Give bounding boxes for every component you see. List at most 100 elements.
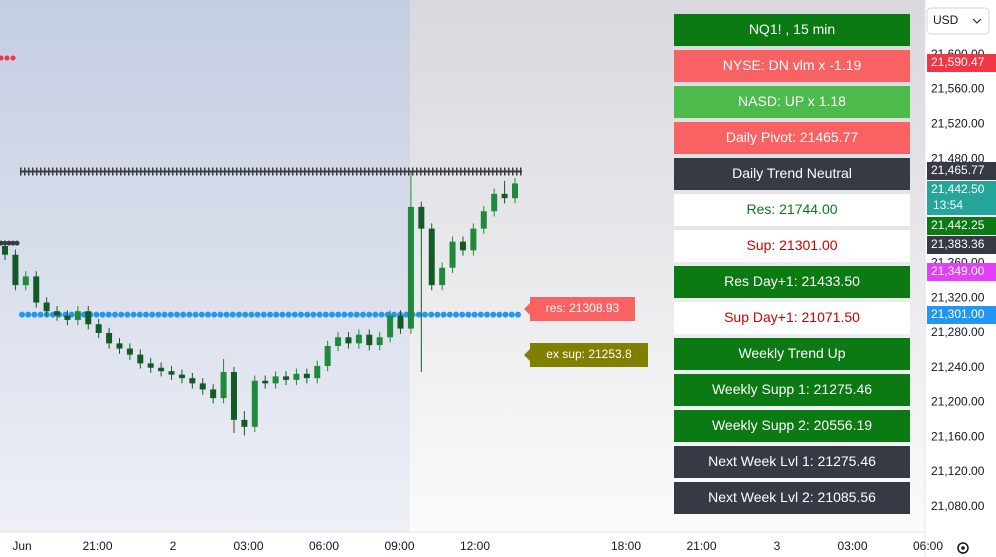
panel-row-text: Weekly Trend Up bbox=[738, 345, 845, 361]
panel-row bbox=[674, 302, 910, 334]
candle-body bbox=[324, 345, 331, 366]
candle-body bbox=[314, 365, 321, 379]
candle-body bbox=[74, 311, 81, 320]
y-tick-label: 21,200.00 bbox=[931, 395, 985, 409]
currency-dropdown[interactable] bbox=[926, 7, 990, 35]
price-badge bbox=[927, 162, 996, 180]
candle-body bbox=[54, 311, 61, 316]
candle-body bbox=[335, 337, 342, 346]
chart-label-box bbox=[524, 343, 648, 367]
candle-body bbox=[283, 376, 290, 380]
candle-body bbox=[459, 241, 466, 251]
y-tick-label: 21,240.00 bbox=[931, 360, 985, 374]
candle-body bbox=[158, 367, 165, 372]
chart-label: res: 21308.93 bbox=[546, 301, 620, 315]
panel-row bbox=[674, 338, 910, 370]
candle-body bbox=[147, 363, 154, 368]
candle-body bbox=[251, 380, 258, 427]
candle-body bbox=[241, 419, 248, 427]
x-tick-label: 2 bbox=[170, 539, 177, 553]
panel-row-text: NQ1! , 15 min bbox=[749, 21, 835, 37]
candle-body bbox=[64, 315, 71, 320]
candle-body bbox=[345, 337, 352, 344]
price-badge-label: 21,383.36 bbox=[931, 237, 985, 251]
panel-row-text: Next Week Lvl 2: 21085.56 bbox=[708, 489, 876, 505]
y-tick-label: 21,080.00 bbox=[931, 499, 985, 513]
candle-body bbox=[407, 206, 414, 329]
price-badge bbox=[927, 263, 996, 281]
price-badge-label: 21,465.77 bbox=[931, 163, 985, 177]
candle-body bbox=[303, 373, 310, 379]
panel-row bbox=[674, 446, 910, 478]
panel-row-text: Weekly Supp 2: 20556.19 bbox=[712, 417, 872, 433]
price-badge bbox=[927, 236, 996, 254]
candle-body bbox=[126, 348, 133, 355]
candle-body bbox=[220, 372, 227, 399]
candle-body bbox=[428, 228, 435, 286]
session-shade bbox=[0, 0, 410, 532]
chart-label-box bbox=[524, 297, 635, 321]
y-tick-label: 21,320.00 bbox=[931, 290, 985, 304]
x-tick-label: 06:00 bbox=[913, 539, 943, 553]
price-badge bbox=[927, 306, 996, 324]
y-tick-label: 21,120.00 bbox=[931, 464, 985, 478]
candle-body bbox=[366, 334, 373, 346]
panel-row-text: Sup Day+1: 21071.50 bbox=[724, 309, 860, 325]
panel-row-text: Daily Pivot: 21465.77 bbox=[726, 129, 859, 145]
x-tick-label: 06:00 bbox=[309, 539, 339, 553]
panel-row bbox=[674, 194, 910, 226]
panel-row bbox=[674, 482, 910, 514]
panel-row-text: Next Week Lvl 1: 21275.46 bbox=[708, 453, 876, 469]
price-badge-sublabel: 13:54 bbox=[933, 198, 963, 212]
panel-row-text: Res: 21744.00 bbox=[746, 201, 837, 217]
panel-row bbox=[674, 158, 910, 190]
candle-body bbox=[43, 302, 50, 312]
settings-icon[interactable] bbox=[957, 542, 969, 554]
candle-body bbox=[449, 241, 456, 268]
candle-body bbox=[116, 343, 123, 349]
candle-body bbox=[189, 378, 196, 384]
candle-body bbox=[12, 254, 19, 286]
x-tick-label: 3 bbox=[774, 539, 781, 553]
panel-row-text: Res Day+1: 21433.50 bbox=[724, 273, 860, 289]
price-badge bbox=[927, 181, 996, 215]
candle-body bbox=[293, 373, 300, 380]
settings-icon-dot bbox=[961, 546, 965, 550]
candle-body bbox=[262, 380, 269, 384]
panel-row bbox=[674, 374, 910, 406]
candle-body bbox=[501, 193, 508, 199]
candle-body bbox=[106, 332, 113, 344]
price-badge-label: 21,590.47 bbox=[931, 55, 985, 69]
x-tick-label: 21:00 bbox=[686, 539, 716, 553]
panel-row-text: NYSE: DN vlm x -1.19 bbox=[723, 57, 862, 73]
y-tick-label: 21,280.00 bbox=[931, 325, 985, 339]
candle-body bbox=[22, 276, 29, 286]
candle-body bbox=[480, 211, 487, 229]
panel-row bbox=[674, 410, 910, 442]
x-tick-label: 12:00 bbox=[460, 539, 490, 553]
candle-body bbox=[470, 228, 477, 251]
candle-body bbox=[512, 183, 518, 199]
y-tick-label: 21,520.00 bbox=[931, 116, 985, 130]
price-badge-label: 21,301.00 bbox=[931, 307, 985, 321]
price-badge bbox=[927, 217, 996, 235]
panel-row bbox=[674, 14, 910, 46]
candle-body bbox=[418, 206, 425, 229]
panel-row-text: Daily Trend Neutral bbox=[732, 165, 852, 181]
currency-label: USD bbox=[933, 13, 959, 27]
candle-body bbox=[199, 383, 206, 390]
candle-body bbox=[2, 246, 8, 255]
candle-body bbox=[272, 376, 279, 384]
candle-body bbox=[210, 389, 217, 399]
panel-row bbox=[674, 86, 910, 118]
candle-body bbox=[137, 354, 144, 364]
candle-body bbox=[355, 334, 362, 344]
x-tick-label: 03:00 bbox=[837, 539, 867, 553]
price-badge-label: 21,349.00 bbox=[931, 264, 985, 278]
candle-body bbox=[85, 311, 92, 325]
panel-row bbox=[674, 122, 910, 154]
candle-body bbox=[376, 337, 383, 346]
candle-body bbox=[168, 371, 175, 375]
